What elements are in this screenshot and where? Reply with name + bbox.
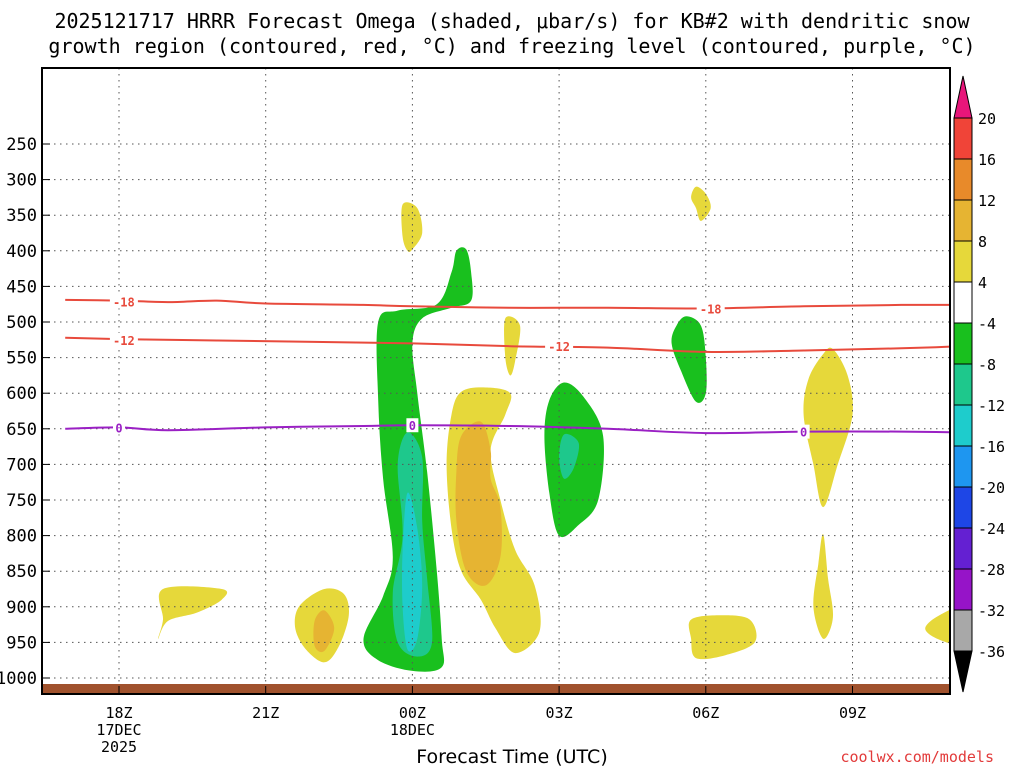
y-tick-label-350: 350 bbox=[6, 206, 37, 226]
y-tick-label-750: 750 bbox=[6, 491, 37, 511]
contour-label-bg-4 bbox=[113, 420, 125, 435]
colorbar-box-8 bbox=[953, 404, 973, 447]
x-tick-label-0-2: 2025 bbox=[101, 738, 137, 756]
contour-line-minus18-0 bbox=[65, 298, 950, 310]
y-tick-label-600: 600 bbox=[6, 384, 37, 404]
colorbar-label-11: -28 bbox=[978, 561, 1005, 579]
y-tick-label-900: 900 bbox=[6, 598, 37, 618]
contour-label-2: -12 bbox=[113, 334, 135, 348]
omega-region-10 bbox=[813, 534, 834, 639]
colorbar-label-2: 12 bbox=[978, 192, 996, 210]
y-tick-label-650: 650 bbox=[6, 420, 37, 440]
contour-label-bg-2 bbox=[109, 332, 138, 347]
omega-region-2 bbox=[158, 586, 228, 639]
x-tick-label-6-1: 18DEC bbox=[390, 721, 435, 739]
x-tick-label-0-0: 18Z bbox=[105, 704, 132, 722]
colorbar-box-11 bbox=[953, 527, 973, 570]
colorbar-label-0: 20 bbox=[978, 110, 996, 128]
omega-region-9 bbox=[803, 347, 853, 508]
y-tick-label-550: 550 bbox=[6, 349, 37, 369]
contour-label-bg-5 bbox=[406, 418, 419, 433]
colorbar-label-9: -20 bbox=[978, 479, 1005, 497]
y-tick-label-1000: 1000 bbox=[0, 669, 37, 689]
ground-bar bbox=[42, 684, 950, 694]
colorbar-box-1 bbox=[953, 117, 973, 160]
colorbar-label-7: -12 bbox=[978, 397, 1005, 415]
colorbar-box-5 bbox=[953, 281, 973, 324]
chart-title-line-2: growth region (contoured, red, °C) and f… bbox=[48, 34, 976, 58]
omega-region-18 bbox=[671, 316, 707, 403]
contour-label-1: -18 bbox=[700, 302, 722, 316]
x-tick-label-9-0: 03Z bbox=[546, 704, 573, 722]
colorbar-box-4 bbox=[953, 240, 973, 283]
omega-region-4 bbox=[313, 610, 335, 653]
colorbar-label-10: -24 bbox=[978, 520, 1005, 538]
y-tick-label-300: 300 bbox=[6, 171, 37, 191]
colorbar-label-3: 8 bbox=[978, 233, 987, 251]
contour-label-0: -18 bbox=[113, 295, 135, 309]
credit-text: coolwx.com/models bbox=[840, 748, 994, 766]
colorbar-label-1: 16 bbox=[978, 151, 996, 169]
omega-region-0 bbox=[401, 202, 423, 253]
omega-region-8 bbox=[688, 615, 757, 660]
contour-label-3: -12 bbox=[548, 340, 570, 354]
contour-label-bg-6 bbox=[797, 424, 810, 439]
omega-region-6 bbox=[455, 421, 502, 586]
colorbar-box-13 bbox=[953, 609, 973, 652]
colorbar-box-9 bbox=[953, 445, 973, 488]
colorbar-bottom-arrow bbox=[953, 650, 973, 693]
y-tick-label-500: 500 bbox=[6, 313, 37, 333]
contour-label-6: 0 bbox=[800, 426, 807, 440]
x-tick-label-3-0: 21Z bbox=[252, 704, 279, 722]
colorbar-box-2 bbox=[953, 158, 973, 201]
omega-region-1 bbox=[691, 186, 711, 221]
colorbar-label-4: 4 bbox=[978, 274, 987, 292]
contour-label-bg-3 bbox=[545, 339, 574, 354]
colorbar-label-13: -36 bbox=[978, 643, 1005, 661]
contour-label-bg-1 bbox=[696, 301, 725, 316]
omega-region-11 bbox=[925, 609, 950, 644]
colorbar-label-8: -16 bbox=[978, 438, 1005, 456]
colorbar-box-10 bbox=[953, 486, 973, 529]
y-tick-label-950: 950 bbox=[6, 633, 37, 653]
x-tick-label-0-1: 17DEC bbox=[96, 721, 141, 739]
y-tick-label-800: 800 bbox=[6, 527, 37, 547]
contour-line-minus12-1 bbox=[65, 336, 950, 354]
y-tick-label-850: 850 bbox=[6, 562, 37, 582]
colorbar-top-arrow bbox=[953, 75, 973, 119]
y-tick-label-450: 450 bbox=[6, 277, 37, 297]
x-tick-label-15-0: 09Z bbox=[839, 704, 866, 722]
x-axis-title: Forecast Time (UTC) bbox=[416, 746, 608, 768]
contour-line-0-2 bbox=[65, 424, 950, 435]
plot-frame bbox=[41, 67, 951, 695]
contour-label-5: 0 bbox=[409, 419, 416, 433]
y-tick-label-700: 700 bbox=[6, 455, 37, 475]
contour-label-bg-0 bbox=[109, 294, 138, 309]
colorbar-box-6 bbox=[953, 322, 973, 365]
colorbar-box-3 bbox=[953, 199, 973, 242]
colorbar-label-5: -4 bbox=[978, 315, 996, 333]
colorbar-label-6: -8 bbox=[978, 356, 996, 374]
chart-title-line-1: 2025121717 HRRR Forecast Omega (shaded, … bbox=[54, 9, 970, 33]
contour-label-4: 0 bbox=[115, 421, 122, 435]
colorbar-box-12 bbox=[953, 568, 973, 611]
colorbar-label-12: -32 bbox=[978, 602, 1005, 620]
x-tick-label-12-0: 06Z bbox=[692, 704, 719, 722]
y-tick-label-400: 400 bbox=[6, 242, 37, 262]
omega-region-17 bbox=[559, 433, 580, 479]
y-tick-label-250: 250 bbox=[6, 135, 37, 155]
x-tick-label-6-0: 00Z bbox=[399, 704, 426, 722]
colorbar-box-7 bbox=[953, 363, 973, 406]
